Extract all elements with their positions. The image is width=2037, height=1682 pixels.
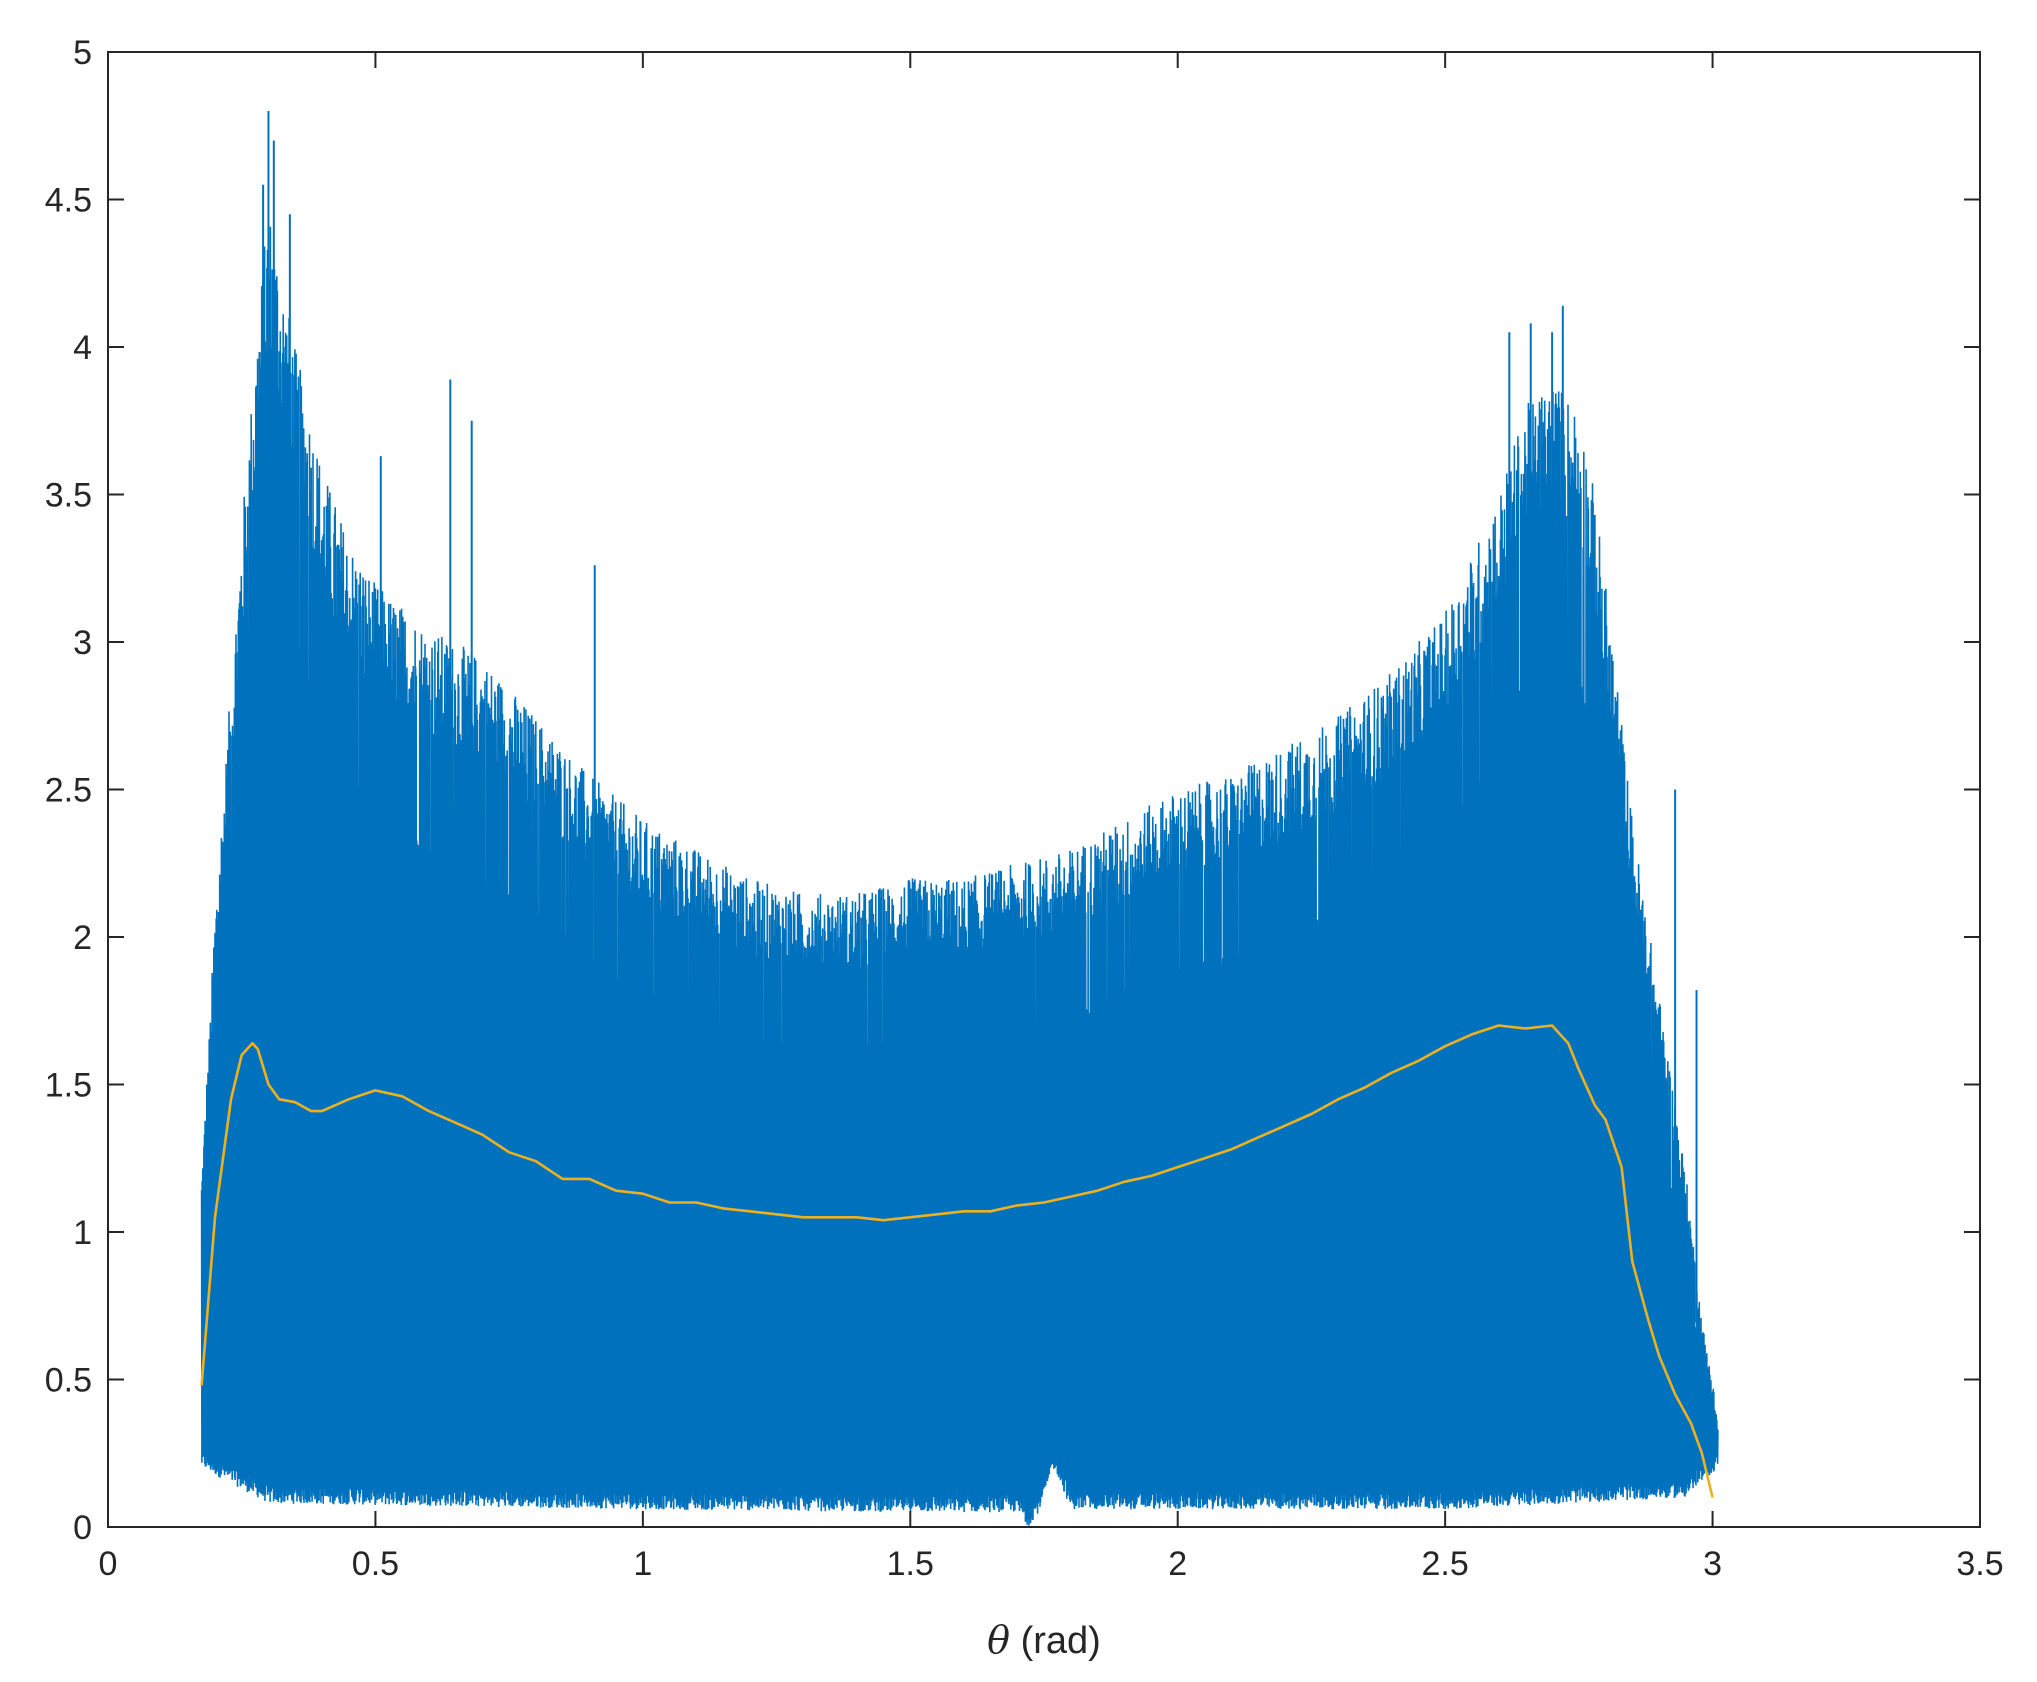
x-tick-label: 0 — [99, 1545, 118, 1583]
y-axis: 0 0.5 1 1.5 2 2.5 3 3.5 4 4.5 5 — [45, 34, 1980, 1547]
y-tick-label: 0 — [73, 1509, 92, 1547]
series-smooth-line — [200, 1024, 1714, 1498]
x-tick-label: 0.5 — [352, 1545, 399, 1583]
series-noisy-line — [200, 111, 1719, 1526]
x-axis: 0 0.5 1 1.5 2 2.5 3 3.5 — [99, 52, 2004, 1583]
x-axis-label: θ (rad) — [987, 1618, 1101, 1662]
x-tick-label: 3.5 — [1956, 1545, 2003, 1583]
y-tick-label: 4.5 — [45, 182, 92, 220]
x-tick-label: 2 — [1168, 1545, 1187, 1583]
y-tick-label: 3.5 — [45, 477, 92, 515]
x-tick-label: 2.5 — [1422, 1545, 1469, 1583]
y-tick-label: 1.5 — [45, 1067, 92, 1105]
y-tick-label: 2 — [73, 919, 92, 957]
y-tick-label: 2.5 — [45, 772, 92, 810]
x-tick-label: 1.5 — [887, 1545, 934, 1583]
y-tick-label: 1 — [73, 1214, 92, 1252]
series-smooth-trace — [200, 1024, 1714, 1498]
y-tick-label: 4 — [73, 329, 92, 367]
y-tick-label: 0.5 — [45, 1362, 92, 1400]
x-tick-label: 1 — [633, 1545, 652, 1583]
series-noisy-trace — [200, 226, 1719, 1526]
y-tick-label: 3 — [73, 624, 92, 662]
x-tick-label: 3 — [1703, 1545, 1722, 1583]
y-tick-label: 5 — [73, 34, 92, 72]
